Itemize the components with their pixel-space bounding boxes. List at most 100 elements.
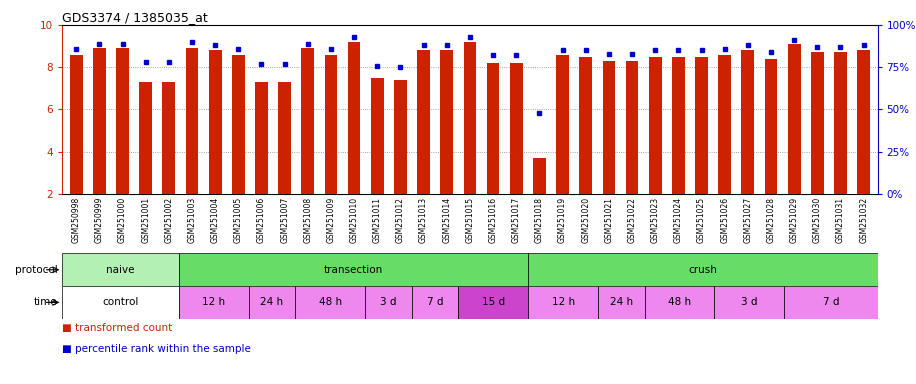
Bar: [857, 50, 870, 194]
Bar: [645, 286, 714, 319]
Bar: [486, 63, 499, 194]
Bar: [718, 55, 731, 194]
Text: GSM251006: GSM251006: [257, 197, 266, 243]
Text: GSM251015: GSM251015: [465, 197, 474, 243]
Text: 24 h: 24 h: [260, 297, 283, 308]
Bar: [139, 82, 152, 194]
Bar: [93, 48, 105, 194]
Bar: [834, 53, 846, 194]
Text: GSM251022: GSM251022: [627, 197, 637, 243]
Bar: [765, 59, 778, 194]
Bar: [232, 55, 245, 194]
Bar: [695, 56, 708, 194]
Text: GSM250998: GSM250998: [71, 197, 81, 243]
Text: GSM251026: GSM251026: [720, 197, 729, 243]
Text: GSM251021: GSM251021: [605, 197, 614, 243]
Text: GSM251003: GSM251003: [188, 197, 197, 243]
Text: ■ transformed count: ■ transformed count: [62, 323, 172, 333]
Text: GSM251030: GSM251030: [812, 197, 822, 243]
Text: GSM251013: GSM251013: [420, 197, 428, 243]
Text: GSM250999: GSM250999: [95, 197, 104, 243]
Bar: [371, 78, 384, 194]
Bar: [811, 53, 823, 194]
Bar: [62, 253, 179, 286]
Text: protocol: protocol: [15, 265, 58, 275]
Text: GSM251009: GSM251009: [326, 197, 335, 243]
Text: GSM251020: GSM251020: [582, 197, 590, 243]
Text: 3 d: 3 d: [380, 297, 397, 308]
Bar: [348, 42, 361, 194]
Text: GSM251007: GSM251007: [280, 197, 289, 243]
Bar: [62, 286, 179, 319]
Text: GSM251004: GSM251004: [211, 197, 220, 243]
Bar: [529, 286, 598, 319]
Bar: [649, 56, 661, 194]
Bar: [186, 48, 199, 194]
Bar: [179, 286, 248, 319]
Text: GSM251001: GSM251001: [141, 197, 150, 243]
Bar: [255, 82, 267, 194]
Text: 3 d: 3 d: [741, 297, 758, 308]
Bar: [394, 80, 407, 194]
Text: GSM251011: GSM251011: [373, 197, 382, 243]
Text: 15 d: 15 d: [482, 297, 505, 308]
Text: GSM251010: GSM251010: [350, 197, 358, 243]
Bar: [248, 286, 295, 319]
Text: GDS3374 / 1385035_at: GDS3374 / 1385035_at: [62, 11, 208, 24]
Bar: [598, 286, 645, 319]
Bar: [533, 158, 546, 194]
Text: GSM251008: GSM251008: [303, 197, 312, 243]
Text: control: control: [103, 297, 138, 308]
Bar: [209, 50, 222, 194]
Bar: [463, 42, 476, 194]
Bar: [788, 44, 801, 194]
Bar: [411, 286, 458, 319]
Bar: [278, 82, 291, 194]
Text: 48 h: 48 h: [668, 297, 691, 308]
Bar: [441, 50, 453, 194]
Text: GSM251025: GSM251025: [697, 197, 706, 243]
Text: 12 h: 12 h: [551, 297, 574, 308]
Text: GSM251016: GSM251016: [488, 197, 497, 243]
Bar: [324, 55, 337, 194]
Text: time: time: [34, 297, 58, 308]
Bar: [365, 286, 411, 319]
Text: transection: transection: [324, 265, 383, 275]
Text: GSM251017: GSM251017: [512, 197, 520, 243]
Text: naive: naive: [106, 265, 135, 275]
Bar: [417, 50, 430, 194]
Text: 12 h: 12 h: [202, 297, 225, 308]
Text: GSM251012: GSM251012: [396, 197, 405, 243]
Text: GSM251019: GSM251019: [558, 197, 567, 243]
Text: 24 h: 24 h: [610, 297, 633, 308]
Bar: [714, 286, 784, 319]
Text: 7 d: 7 d: [823, 297, 839, 308]
Bar: [295, 286, 365, 319]
Text: crush: crush: [689, 265, 717, 275]
Bar: [510, 63, 523, 194]
Text: GSM251014: GSM251014: [442, 197, 452, 243]
Bar: [784, 286, 878, 319]
Text: GSM251005: GSM251005: [234, 197, 243, 243]
Bar: [556, 55, 569, 194]
Text: GSM251002: GSM251002: [164, 197, 173, 243]
Text: GSM251029: GSM251029: [790, 197, 799, 243]
Bar: [672, 56, 685, 194]
Bar: [626, 61, 638, 194]
Text: GSM251023: GSM251023: [650, 197, 660, 243]
Bar: [162, 82, 175, 194]
Bar: [116, 48, 129, 194]
Text: GSM251027: GSM251027: [743, 197, 752, 243]
Text: GSM251031: GSM251031: [836, 197, 845, 243]
Text: 7 d: 7 d: [427, 297, 443, 308]
Text: GSM251000: GSM251000: [118, 197, 127, 243]
Bar: [70, 55, 82, 194]
Bar: [458, 286, 529, 319]
Text: GSM251028: GSM251028: [767, 197, 776, 243]
Bar: [529, 253, 878, 286]
Text: GSM251032: GSM251032: [859, 197, 868, 243]
Bar: [603, 61, 616, 194]
Bar: [741, 50, 754, 194]
Text: 48 h: 48 h: [319, 297, 342, 308]
Bar: [179, 253, 529, 286]
